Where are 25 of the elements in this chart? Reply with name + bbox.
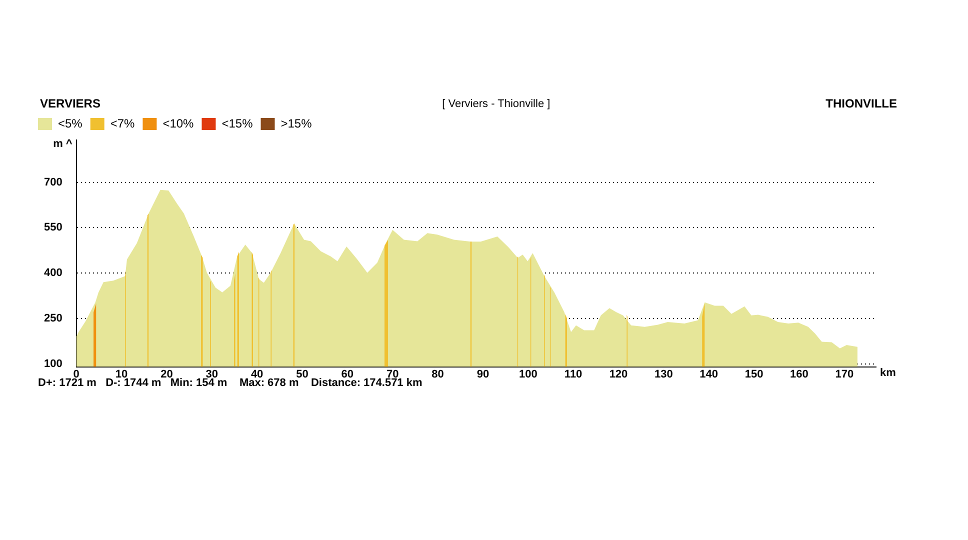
legend-label: >15% [280, 116, 312, 130]
x-tick-label: 140 [700, 368, 718, 380]
x-tick-label: 100 [518, 368, 538, 380]
x-tick-label: 170 [835, 368, 854, 380]
x-tick-label: 160 [790, 368, 808, 380]
legend-label: <10% [162, 116, 194, 130]
x-axis-title: km [880, 366, 896, 379]
y-axis-title: m ^ [53, 138, 73, 150]
y-tick-label: 250 [44, 312, 62, 324]
legend-label: <15% [222, 116, 254, 130]
x-tick-label: 120 [609, 368, 628, 380]
legend-label: <5% [58, 116, 83, 130]
y-tick-label: 550 [44, 222, 62, 234]
y-tick-label: 100 [44, 358, 62, 370]
x-tick-label: 130 [654, 368, 673, 380]
legend-label: <7% [110, 116, 136, 130]
chart-title: [ Verviers - Thionville ] [442, 98, 550, 110]
x-tick-label: 80 [432, 368, 444, 380]
text: VERVIERS [40, 96, 100, 110]
x-tick-label: 90 [476, 368, 490, 380]
y-tick-label: 700 [44, 176, 62, 188]
x-tick-label: 150 [744, 368, 764, 380]
text: THIONVILLE [826, 96, 897, 110]
x-tick-label: 110 [564, 368, 582, 380]
y-tick-label: 400 [44, 267, 62, 280]
